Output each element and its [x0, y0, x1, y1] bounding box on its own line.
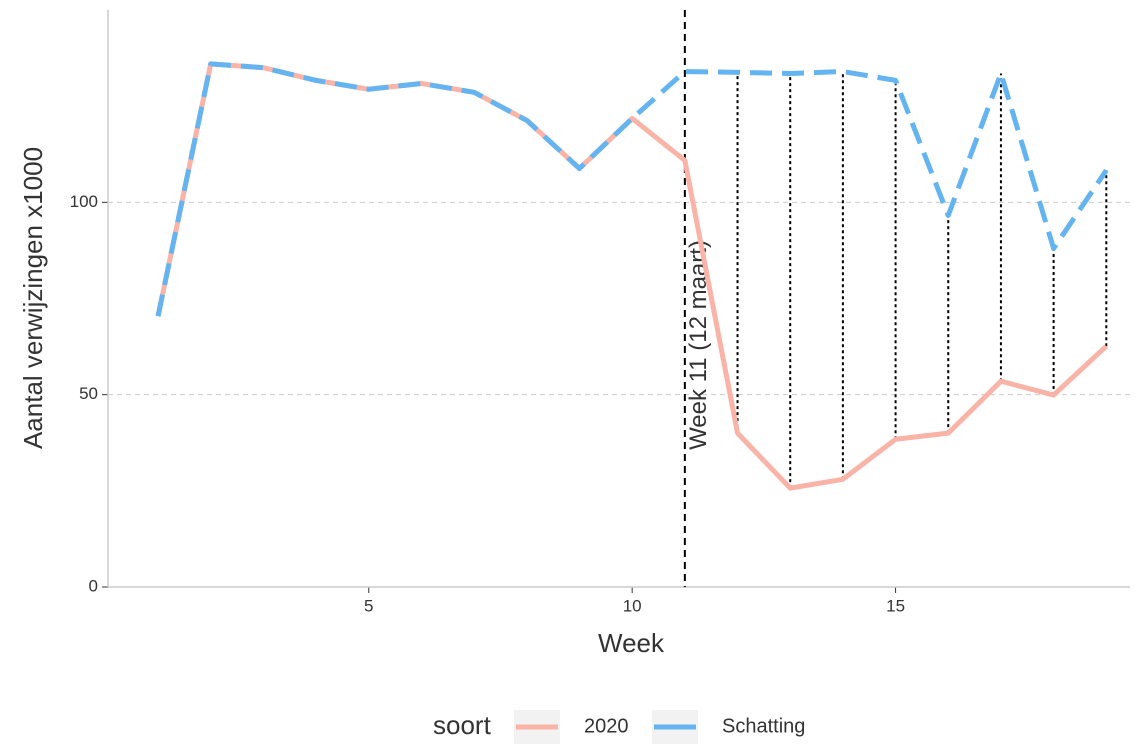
- y-tick-label: 100: [70, 192, 98, 211]
- y-tick-label: 50: [79, 384, 98, 403]
- x-axis-label: Week: [598, 628, 665, 658]
- x-tick-label: 10: [623, 596, 642, 615]
- y-tick-label: 0: [89, 576, 98, 595]
- legend-label: 2020: [584, 715, 629, 737]
- legend-label: Schatting: [722, 715, 805, 737]
- y-axis-label: Aantal verwijzingen x1000: [18, 147, 48, 449]
- legend-title: soort: [433, 710, 492, 740]
- x-tick-label: 15: [886, 596, 905, 615]
- x-tick-label: 5: [364, 596, 373, 615]
- series-line: [155, 61, 1109, 317]
- series-line: [155, 61, 1108, 491]
